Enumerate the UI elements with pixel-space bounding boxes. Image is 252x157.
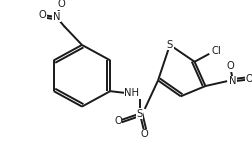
Text: O: O — [114, 116, 121, 126]
Text: O: O — [140, 129, 148, 139]
Text: Cl: Cl — [211, 46, 220, 56]
Text: N: N — [229, 76, 236, 86]
Text: O: O — [57, 0, 65, 9]
Text: O: O — [39, 10, 46, 20]
Text: S: S — [136, 109, 142, 119]
Text: S: S — [166, 40, 172, 50]
Text: N: N — [52, 12, 60, 22]
Text: O: O — [244, 74, 252, 84]
Text: NH: NH — [124, 88, 139, 98]
Text: O: O — [225, 61, 233, 71]
